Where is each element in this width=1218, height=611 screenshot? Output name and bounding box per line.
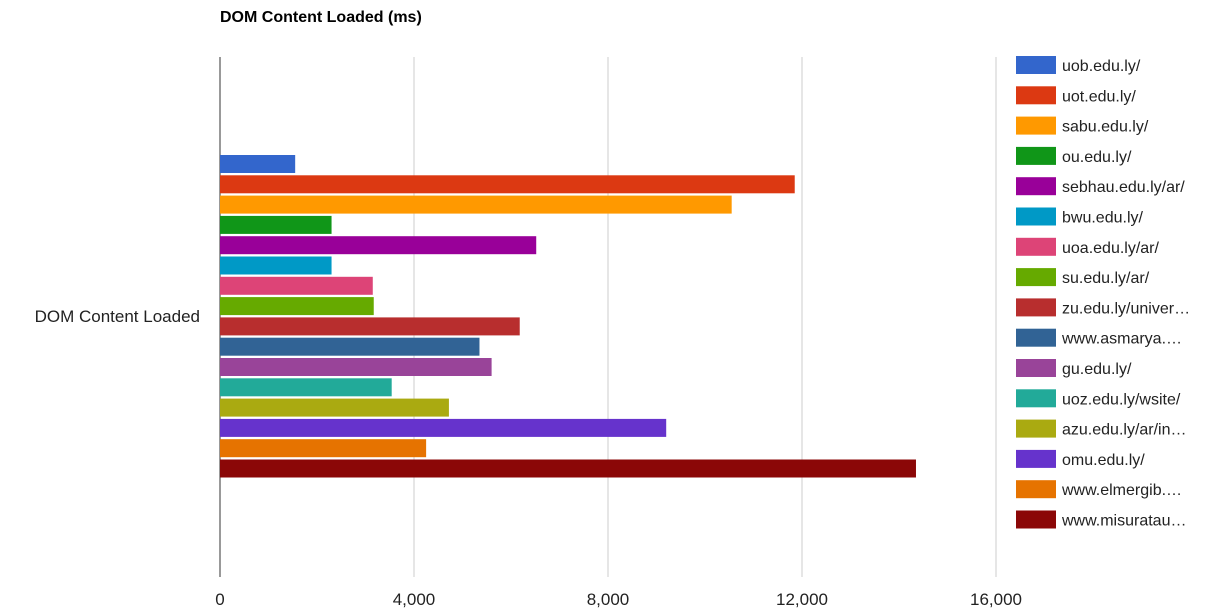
bar: [220, 215, 332, 234]
legend-swatch: [1016, 146, 1056, 165]
legend-label: www.misuratau…: [1061, 513, 1186, 530]
bar: [220, 297, 374, 316]
legend-swatch: [1016, 268, 1056, 287]
x-tick-label: 4,000: [393, 590, 436, 609]
x-tick-label: 0: [215, 590, 224, 609]
legend-label: uob.edu.ly/: [1062, 58, 1141, 75]
legend-label: uoa.edu.ly/ar/: [1062, 240, 1160, 257]
bar: [220, 358, 492, 376]
bar: [220, 459, 916, 478]
bar: [220, 378, 392, 397]
legend-swatch: [1016, 419, 1056, 438]
x-tick-label: 12,000: [776, 590, 828, 609]
legend-label: sebhau.edu.ly/ar/: [1062, 179, 1185, 196]
legend-swatch: [1016, 177, 1056, 196]
bar: [220, 398, 449, 417]
bar: [220, 155, 296, 173]
legend: uob.edu.ly/uot.edu.ly/sabu.edu.ly/ou.edu…: [1016, 56, 1190, 530]
legend-label: ou.edu.ly/: [1062, 149, 1132, 166]
legend-swatch: [1016, 56, 1056, 74]
bars: [220, 155, 916, 478]
legend-label: omu.edu.ly/: [1062, 452, 1145, 469]
x-tick-label: 16,000: [970, 590, 1022, 609]
legend-label: www.elmergib.…: [1061, 482, 1182, 499]
legend-label: gu.edu.ly/: [1062, 361, 1132, 378]
bar: [220, 276, 373, 295]
legend-label: azu.edu.ly/ar/in…: [1062, 422, 1187, 439]
x-tick-label: 8,000: [587, 590, 630, 609]
legend-label: uoz.edu.ly/wsite/: [1062, 391, 1181, 408]
legend-swatch: [1016, 359, 1056, 377]
bar: [220, 317, 520, 336]
legend-label: sabu.edu.ly/: [1062, 119, 1149, 136]
legend-label: bwu.edu.ly/: [1062, 210, 1143, 227]
bar: [220, 256, 332, 275]
legend-label: uot.edu.ly/: [1062, 88, 1136, 105]
chart-title: DOM Content Loaded (ms): [220, 9, 422, 26]
legend-label: su.edu.ly/ar/: [1062, 270, 1150, 287]
legend-swatch: [1016, 207, 1056, 226]
legend-swatch: [1016, 480, 1056, 499]
legend-swatch: [1016, 510, 1056, 529]
legend-label: zu.edu.ly/univer…: [1062, 300, 1190, 317]
legend-swatch: [1016, 116, 1056, 135]
bar: [220, 439, 427, 458]
legend-swatch: [1016, 449, 1056, 468]
x-axis-ticks: 0 4,000 8,000 12,000 16,000: [215, 590, 1022, 609]
bar: [220, 236, 537, 255]
bar: [220, 337, 480, 356]
legend-swatch: [1016, 237, 1056, 256]
gridlines: [219, 57, 997, 577]
bar: [220, 175, 795, 194]
legend-swatch: [1016, 389, 1056, 408]
bar: [220, 195, 732, 214]
bar: [220, 418, 667, 437]
legend-label: www.asmarya.…: [1061, 331, 1182, 348]
legend-swatch: [1016, 328, 1056, 347]
legend-swatch: [1016, 86, 1056, 105]
legend-swatch: [1016, 298, 1056, 317]
category-label: DOM Content Loaded: [35, 307, 200, 326]
